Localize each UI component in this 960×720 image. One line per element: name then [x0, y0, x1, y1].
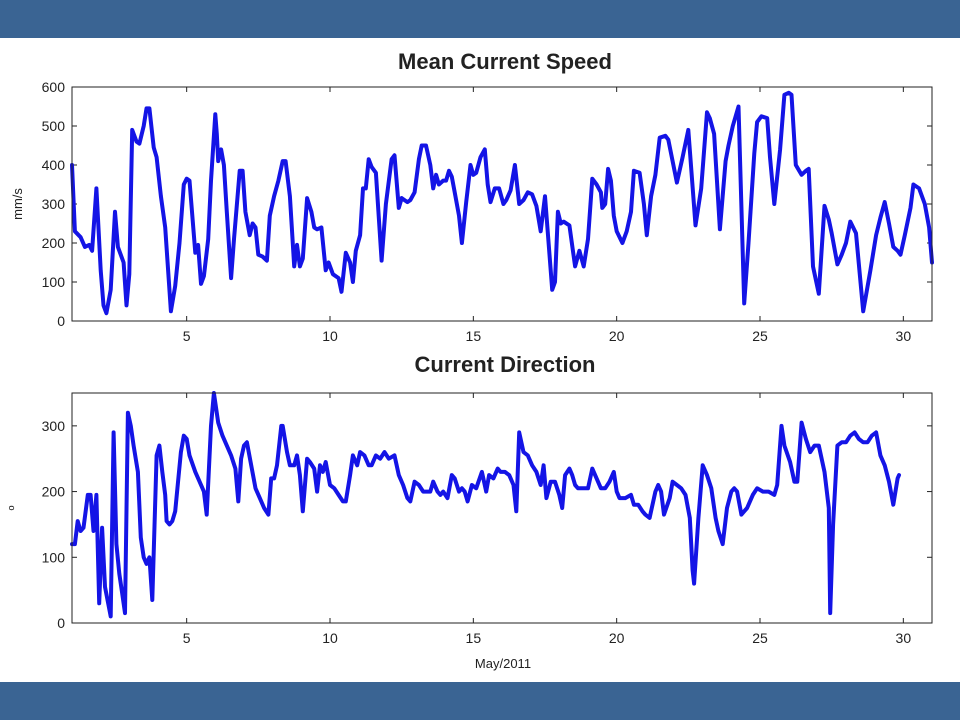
direction-plot-frame [71, 392, 933, 624]
speed-plot-frame [71, 86, 933, 322]
direction-y-axis-label: º [6, 505, 21, 510]
direction-x-tick-label: 5 [183, 630, 191, 646]
direction-x-tick-label: 20 [609, 630, 625, 646]
direction-y-tick-label: 0 [57, 615, 65, 631]
direction-series-line [70, 391, 901, 619]
speed-y-tick-label: 500 [42, 118, 66, 134]
speed-series-line [70, 90, 934, 316]
direction-y-tick-label: 300 [42, 418, 66, 434]
direction-x-tick-label: 25 [752, 630, 768, 646]
speed-x-tick-label: 15 [466, 328, 482, 344]
direction-y-tick-label: 200 [42, 484, 66, 500]
speed-y-tick-label: 600 [42, 79, 66, 95]
speed-y-tick-label: 400 [42, 157, 66, 173]
speed-x-tick-label: 30 [896, 328, 912, 344]
direction-x-tick-label: 15 [466, 630, 482, 646]
speed-x-tick-label: 5 [183, 328, 191, 344]
speed-y-tick-label: 300 [42, 196, 66, 212]
direction-x-axis-label: May/2011 [475, 656, 531, 671]
speed-y-axis-label: mm/s [10, 188, 25, 220]
speed-x-tick-label: 25 [752, 328, 768, 344]
direction-y-tick-label: 100 [42, 549, 66, 565]
top-banner [0, 0, 960, 38]
speed-x-tick-label: 20 [609, 328, 625, 344]
speed-x-tick-label: 10 [322, 328, 338, 344]
speed-chart-title: Mean Current Speed [398, 49, 612, 74]
speed-chart: Mean Current Speed mm/s 5 10 15 20 25 3001002… [10, 49, 934, 344]
bottom-banner [0, 682, 960, 720]
speed-y-tick-label: 100 [42, 274, 66, 290]
direction-x-tick-label: 30 [896, 630, 912, 646]
speed-y-tick-label: 200 [42, 235, 66, 251]
direction-chart-title: Current Direction [415, 352, 596, 377]
direction-x-tick-label: 10 [322, 630, 338, 646]
direction-chart: Current Direction º May/2011 5 10 15 20 25 30… [6, 352, 933, 671]
speed-y-tick-label: 0 [57, 313, 65, 329]
